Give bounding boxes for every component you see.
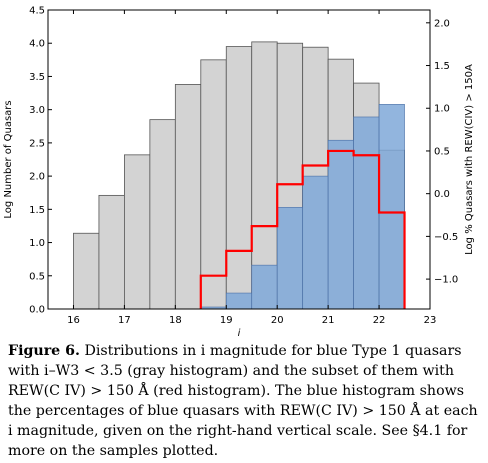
y-tick-label: 3.5 <box>29 72 45 83</box>
y-tick-label: 4.5 <box>29 6 45 17</box>
x-tick-label: 18 <box>169 315 182 326</box>
red-step-line <box>199 149 406 309</box>
x-axis-ticks: 16 17 18 19 20 21 22 23 <box>67 10 436 326</box>
y2-tick-label: 0.0 <box>434 189 450 200</box>
y-tick-label: 2.0 <box>29 172 45 183</box>
y-tick-label: 3.0 <box>29 105 45 116</box>
y2-tick-label: 1.5 <box>434 61 450 72</box>
y2-tick-label: 1.0 <box>434 104 450 115</box>
y-tick-label: 2.5 <box>29 138 45 149</box>
y2-tick-label: −0.5 <box>434 232 458 243</box>
blue-bar <box>327 139 354 310</box>
gray-bar <box>251 41 278 310</box>
y2-axis-label: Log % Quasars with REW(CIV) > 150A <box>464 64 475 255</box>
y2-tick-label: 2.0 <box>434 18 450 29</box>
y-tick-label: 0.0 <box>29 305 45 316</box>
blue-bar <box>378 104 405 310</box>
gray-bar <box>200 59 227 310</box>
blue-bar <box>302 175 329 310</box>
x-tick-label: 16 <box>67 315 80 326</box>
x-tick-label: 22 <box>373 315 386 326</box>
blue-bar <box>251 264 278 310</box>
caption-text: Distributions in i magnitude for blue Ty… <box>8 343 478 459</box>
y-axis-ticks: 0.0 0.5 1.0 1.5 2.0 2.5 3.0 3.5 4.0 4.5 <box>29 6 52 316</box>
gray-bar <box>149 119 176 310</box>
caption-lead: Figure 6. <box>8 343 80 359</box>
y-tick-label: 4.0 <box>29 39 45 50</box>
y2-tick-label: 0.5 <box>434 146 450 157</box>
x-tick-label: 17 <box>118 315 131 326</box>
gray-bar <box>98 194 125 310</box>
gray-bar <box>124 154 151 310</box>
x-tick-label: 21 <box>322 315 335 326</box>
gray-bar <box>73 232 100 310</box>
y2-tick-label: −1.0 <box>434 275 458 286</box>
blue-histogram <box>200 104 405 310</box>
histogram-chart: 16 17 18 19 20 21 22 23 0.0 0.5 1.0 1.5 2.0 2.5 3.0 3.… <box>3 6 475 340</box>
y-tick-label: 0.5 <box>29 271 45 282</box>
gray-bar <box>174 84 202 310</box>
x-tick-label: 23 <box>424 315 437 326</box>
blue-bar <box>225 292 253 310</box>
plot-frame <box>47 9 431 310</box>
y2-axis-ticks: −1.0 −0.5 0.0 0.5 1.0 1.5 2.0 <box>426 18 458 286</box>
y-tick-label: 1.5 <box>29 205 45 216</box>
y-tick-label: 1.0 <box>29 238 45 249</box>
x-tick-label: 19 <box>220 315 233 326</box>
x-axis-label: i <box>238 328 241 339</box>
y-axis-label: Log Number of Quasars <box>3 100 14 218</box>
gray-bar <box>225 46 253 310</box>
blue-bar <box>276 207 303 310</box>
figure-caption: Figure 6. Distributions in i magnitude f… <box>8 341 486 461</box>
red-histogram <box>199 149 406 309</box>
x-tick-label: 20 <box>271 315 284 326</box>
blue-bar <box>353 116 380 310</box>
